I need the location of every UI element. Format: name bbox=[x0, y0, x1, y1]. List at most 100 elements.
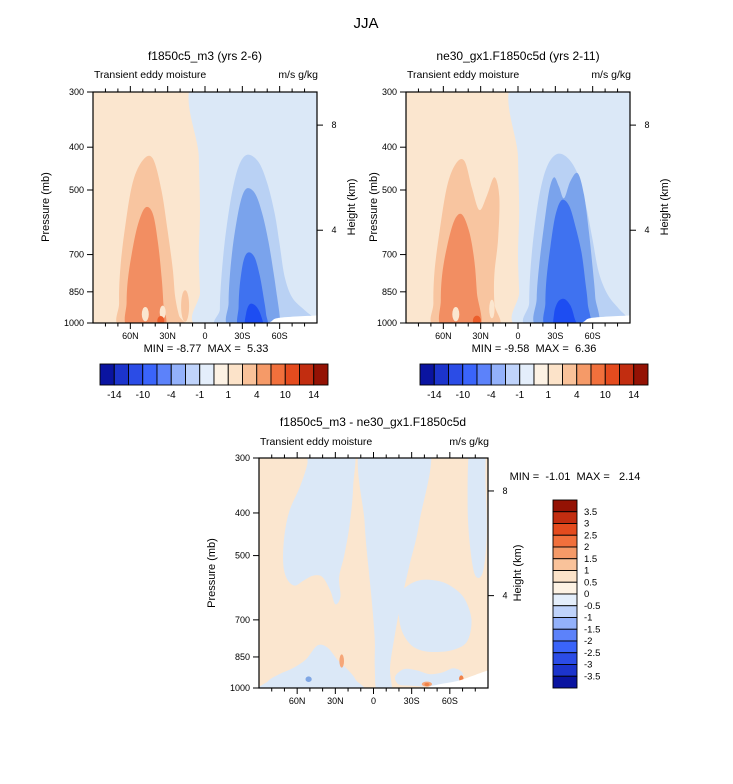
colorbar-label: -10 bbox=[136, 390, 151, 401]
colorbar-label: -1 bbox=[515, 390, 524, 401]
contour-blob bbox=[157, 316, 165, 323]
colorbar-box bbox=[156, 363, 172, 386]
colorbar-label: 1.5 bbox=[584, 554, 597, 565]
surface-topography-mask bbox=[268, 315, 317, 323]
pressure-tick-label: 850 bbox=[235, 652, 250, 662]
contour-blob bbox=[394, 668, 463, 687]
colorbar-label: 4 bbox=[574, 390, 580, 401]
colorbar-box bbox=[213, 363, 229, 386]
pressure-tick-label: 700 bbox=[235, 615, 250, 625]
panel3-minmax: MIN = -1.01 MAX = 2.14 bbox=[509, 471, 641, 483]
panel1-title: f1850c5_m3 (yrs 2-6) bbox=[147, 49, 263, 63]
colorbar-box bbox=[562, 363, 578, 386]
pressure-tick-label: 700 bbox=[382, 250, 397, 260]
contour-blob bbox=[124, 206, 167, 323]
panel1-units-label: m/s g/kg bbox=[278, 69, 318, 81]
colorbar-label: -1 bbox=[584, 613, 592, 624]
lat-tick-label: 60N bbox=[435, 331, 452, 341]
colorbar-box bbox=[552, 664, 578, 677]
colorbar-box bbox=[199, 363, 215, 386]
pressure-tick-label: 300 bbox=[235, 453, 250, 463]
panel1-height-axis-label: Height (km) bbox=[345, 178, 358, 236]
colorbar-label: -14 bbox=[107, 390, 122, 401]
height-tick-label: 4 bbox=[644, 225, 649, 235]
height-tick-label: 4 bbox=[502, 591, 507, 601]
pressure-tick-label: 1000 bbox=[230, 683, 250, 693]
panel2-plot-area bbox=[406, 92, 630, 323]
pressure-tick-label: 500 bbox=[235, 551, 250, 561]
colorbar-box bbox=[590, 363, 606, 386]
colorbar-box bbox=[552, 570, 578, 583]
colorbar-box bbox=[604, 363, 620, 386]
surface-topography-mask bbox=[426, 670, 488, 688]
pressure-tick-label: 400 bbox=[235, 508, 250, 518]
colorbar-box bbox=[256, 363, 272, 386]
colorbar-box bbox=[552, 617, 578, 630]
colorbar-label: 1 bbox=[546, 390, 552, 401]
contour-blob bbox=[259, 644, 365, 688]
colorbar-label: 2 bbox=[584, 542, 589, 553]
panel3-title: f1850c5_m3 - ne30_gx1.F1850c5d bbox=[279, 415, 467, 429]
colorbar-label: -14 bbox=[427, 390, 442, 401]
lat-tick-label: 30N bbox=[472, 331, 489, 341]
colorbar-label: 1 bbox=[584, 566, 589, 577]
colorbar-label: -3 bbox=[584, 660, 592, 671]
colorbar-label: -4 bbox=[167, 390, 176, 401]
colorbar-box bbox=[552, 675, 578, 689]
colorbar-box bbox=[476, 363, 492, 386]
colorbar-label: -0.5 bbox=[584, 601, 600, 612]
colorbar-box bbox=[270, 363, 286, 386]
panel1-variable-label: Transient eddy moisture bbox=[94, 69, 207, 81]
contour-blob bbox=[237, 252, 269, 323]
contour-blob bbox=[452, 307, 460, 322]
colorbar-box bbox=[313, 363, 329, 386]
pressure-tick-label: 500 bbox=[382, 185, 397, 195]
height-tick-label: 8 bbox=[331, 120, 336, 130]
height-tick-label: 8 bbox=[644, 120, 649, 130]
colorbar-box bbox=[242, 363, 258, 386]
colorbar-box bbox=[433, 363, 449, 386]
colorbar-box bbox=[552, 652, 578, 665]
colorbar-box bbox=[552, 511, 578, 524]
panel2-height-axis-label: Height (km) bbox=[658, 178, 671, 236]
pressure-tick-label: 850 bbox=[69, 287, 84, 297]
colorbar-label: 14 bbox=[628, 390, 640, 401]
contour-blob bbox=[244, 303, 264, 323]
contour-blob bbox=[283, 458, 356, 605]
colorbar-label: 0.5 bbox=[584, 577, 597, 588]
pressure-tick-label: 850 bbox=[382, 287, 397, 297]
height-tick-label: 8 bbox=[502, 486, 507, 496]
colorbar-box bbox=[552, 628, 578, 642]
panel1-plot-area bbox=[93, 92, 317, 323]
colorbar-label: -1 bbox=[195, 390, 204, 401]
colorbar-label: 2.5 bbox=[584, 530, 597, 541]
contour-blob bbox=[472, 315, 481, 323]
panel1-minmax: MIN = -8.77 MAX = 5.33 bbox=[143, 343, 269, 355]
contour-blob bbox=[305, 676, 312, 682]
contour-blob bbox=[181, 290, 190, 322]
colorbar-label: 10 bbox=[280, 390, 292, 401]
colorbar-label: -2 bbox=[584, 636, 592, 647]
colorbar-label: -10 bbox=[456, 390, 471, 401]
colorbar-box bbox=[170, 363, 186, 386]
figure-title: JJA bbox=[353, 15, 379, 32]
lat-tick-label: 0 bbox=[515, 331, 520, 341]
colorbar-box bbox=[533, 363, 549, 386]
contour-blob bbox=[159, 305, 166, 319]
lat-tick-label: 60S bbox=[272, 331, 288, 341]
colorbar-box bbox=[552, 523, 578, 536]
colorbar-box bbox=[552, 534, 578, 548]
pressure-tick-label: 1000 bbox=[64, 318, 84, 328]
colorbar-box bbox=[462, 363, 478, 386]
colorbar-box bbox=[299, 363, 315, 386]
panel3-units-label: m/s g/kg bbox=[449, 436, 489, 448]
panel3-plot-area bbox=[259, 458, 488, 688]
colorbar-box bbox=[552, 558, 578, 571]
lat-tick-label: 30N bbox=[159, 331, 176, 341]
colorbar-label: -1.5 bbox=[584, 624, 600, 635]
lat-tick-label: 30N bbox=[327, 696, 344, 706]
colorbar-box bbox=[490, 363, 506, 386]
contour-blob bbox=[543, 199, 591, 323]
